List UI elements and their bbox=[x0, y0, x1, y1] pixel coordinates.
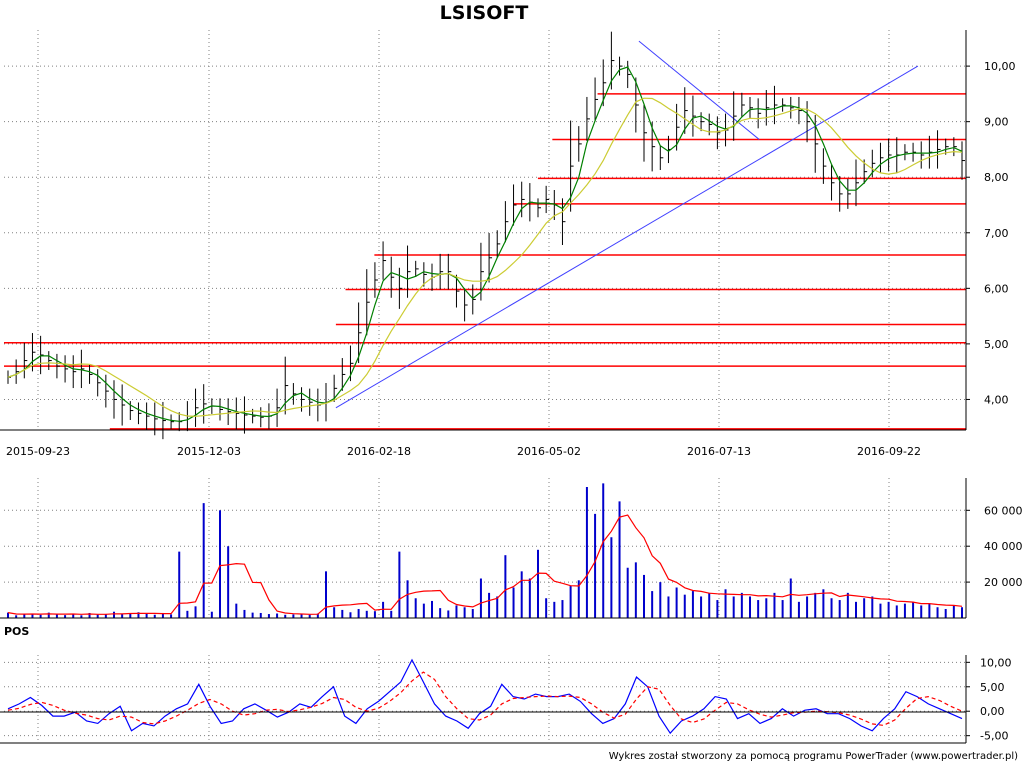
y-tick-label: 4,00 bbox=[984, 393, 1009, 406]
y-tick-label: 40 000 bbox=[984, 540, 1023, 553]
y-tick-label: 0,00 bbox=[980, 705, 1005, 718]
y-tick-label: 10,00 bbox=[980, 656, 1012, 669]
price-bars bbox=[7, 31, 965, 440]
y-tick-label: 60 000 bbox=[984, 504, 1023, 517]
moving-averages bbox=[7, 66, 963, 422]
trendline bbox=[638, 40, 760, 140]
x-tick-label: 2016-05-02 bbox=[517, 445, 581, 458]
y-tick-label: 6,00 bbox=[984, 282, 1009, 295]
y-tick-label: -5,00 bbox=[980, 730, 1008, 743]
y-tick-label: 8,00 bbox=[984, 171, 1009, 184]
footer-credit: Wykres został stworzony za pomocą progra… bbox=[608, 751, 1018, 762]
x-tick-label: 2015-09-23 bbox=[6, 445, 70, 458]
y-tick-label: 20 000 bbox=[984, 576, 1023, 589]
axes bbox=[0, 30, 970, 744]
trendline bbox=[335, 65, 919, 409]
x-tick-label: 2015-12-03 bbox=[177, 445, 241, 458]
x-tick-label: 2016-02-18 bbox=[347, 445, 411, 458]
ma-short-line bbox=[7, 66, 963, 422]
y-tick-label: 7,00 bbox=[984, 227, 1009, 240]
x-tick-label: 2016-09-22 bbox=[857, 445, 921, 458]
y-tick-label: 10,00 bbox=[984, 60, 1016, 73]
grid bbox=[4, 30, 966, 743]
trendlines bbox=[335, 40, 919, 409]
pos-signal-line bbox=[7, 671, 963, 727]
volume-bars bbox=[7, 483, 963, 618]
y-tick-label: 9,00 bbox=[984, 116, 1009, 129]
y-tick-label: 5,00 bbox=[984, 338, 1009, 351]
y-tick-label: 5,00 bbox=[980, 681, 1005, 694]
pos-panel-label: POS bbox=[4, 625, 30, 638]
volume-ma-line bbox=[7, 514, 963, 615]
x-tick-label: 2016-07-13 bbox=[687, 445, 751, 458]
horizontal-levels bbox=[4, 93, 966, 430]
pos-line bbox=[7, 658, 963, 735]
pos-lines bbox=[7, 658, 963, 735]
tick-labels: 2015-09-23 2015-12-03 2016-02-18 2016-05-02… bbox=[6, 60, 1022, 743]
ma-long-line bbox=[7, 97, 963, 417]
chart-title: LSISOFT bbox=[439, 2, 529, 24]
